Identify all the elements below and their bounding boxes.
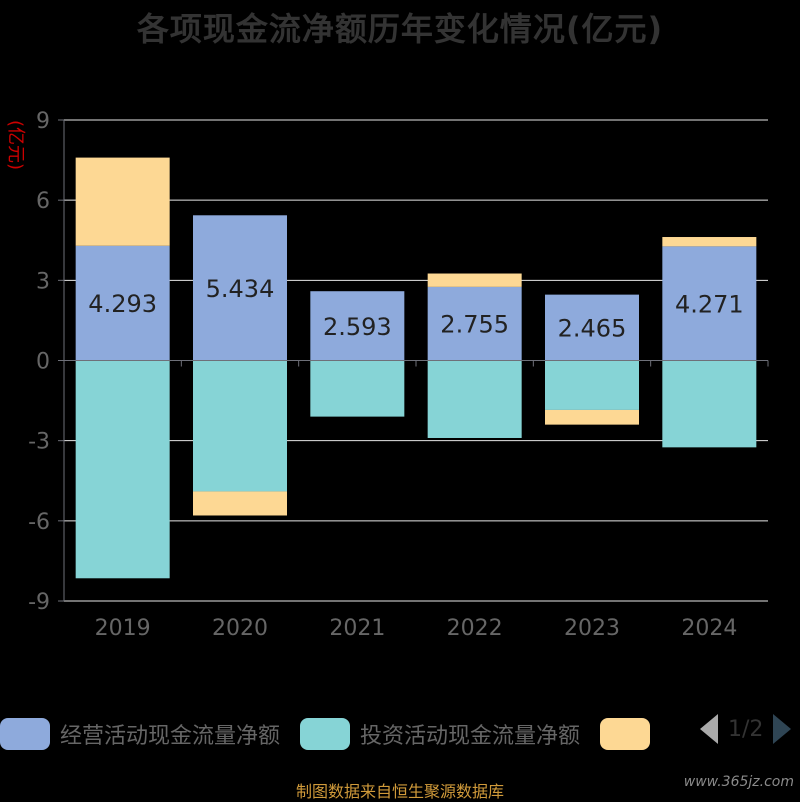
data-label-2023: 2.465 <box>558 315 627 343</box>
bar-series1-2019 <box>75 360 170 579</box>
bar-series2-2019 <box>75 157 170 246</box>
x-tick-label-2020: 2020 <box>212 616 268 641</box>
legend-label-operating: 经营活动现金流量净额 <box>60 724 281 749</box>
y-tick-label: 6 <box>36 189 50 214</box>
bar-series0-2022 <box>427 286 522 361</box>
data-label-2020: 5.434 <box>206 275 275 303</box>
y-tick-label: -6 <box>28 510 50 535</box>
bar-series2-2024 <box>662 237 757 247</box>
y-tick-label: 3 <box>36 269 50 294</box>
legend: 经营活动现金流量净额 投资活动现金流量净额 <box>0 716 680 752</box>
pager-next-icon[interactable] <box>773 714 792 744</box>
x-tick-label-2021: 2021 <box>329 616 385 641</box>
bar-series0-2023 <box>545 294 639 361</box>
bar-series0-2021 <box>310 291 405 361</box>
x-tick-label-2019: 2019 <box>95 616 151 641</box>
bar-series0-2019 <box>75 245 170 361</box>
legend-swatch-financing <box>600 718 651 750</box>
y-axis-label: (亿元) <box>5 120 26 170</box>
y-tick-label: 0 <box>36 350 50 375</box>
data-label-2019: 4.293 <box>88 290 157 318</box>
bar-series1-2022 <box>427 360 522 438</box>
legend-swatch-investing <box>300 718 351 750</box>
legend-item-operating[interactable]: 经营活动现金流量净额 <box>0 718 280 750</box>
bar-series1-2021 <box>310 360 405 417</box>
data-label-2024: 4.271 <box>675 290 744 318</box>
y-tick-label: -9 <box>28 590 50 615</box>
data-label-2022: 2.755 <box>440 311 509 339</box>
legend-item-financing[interactable] <box>600 718 660 750</box>
bar-series2-2022 <box>427 273 522 287</box>
y-tick-label: 9 <box>36 109 50 134</box>
watermark: www.365jz.com <box>683 774 794 790</box>
legend-item-investing[interactable]: 投资活动现金流量净额 <box>300 718 580 750</box>
x-tick-label-2023: 2023 <box>564 616 620 641</box>
bar-series2-2023 <box>545 409 639 425</box>
bar-series1-2023 <box>545 360 639 410</box>
data-label-2021: 2.593 <box>323 313 392 341</box>
x-tick-label-2024: 2024 <box>681 616 737 641</box>
bar-series0-2020 <box>193 215 287 361</box>
legend-swatch-operating <box>0 718 50 750</box>
source-note: 制图数据来自恒生聚源数据库 <box>295 782 504 801</box>
bar-series0-2024 <box>662 246 757 361</box>
x-tick-label-2022: 2022 <box>447 616 503 641</box>
bar-series1-2024 <box>662 360 757 448</box>
bar-series1-2020 <box>193 360 287 492</box>
y-tick-label: -3 <box>28 430 50 455</box>
bar-series2-2020 <box>193 491 287 516</box>
chart-title: 各项现金流净额历年变化情况(亿元) <box>136 10 664 48</box>
pager-prev-icon[interactable] <box>700 714 718 744</box>
legend-label-investing: 投资活动现金流量净额 <box>360 724 581 749</box>
legend-pager: 1/2 <box>700 714 792 744</box>
pager-text: 1/2 <box>728 716 764 742</box>
